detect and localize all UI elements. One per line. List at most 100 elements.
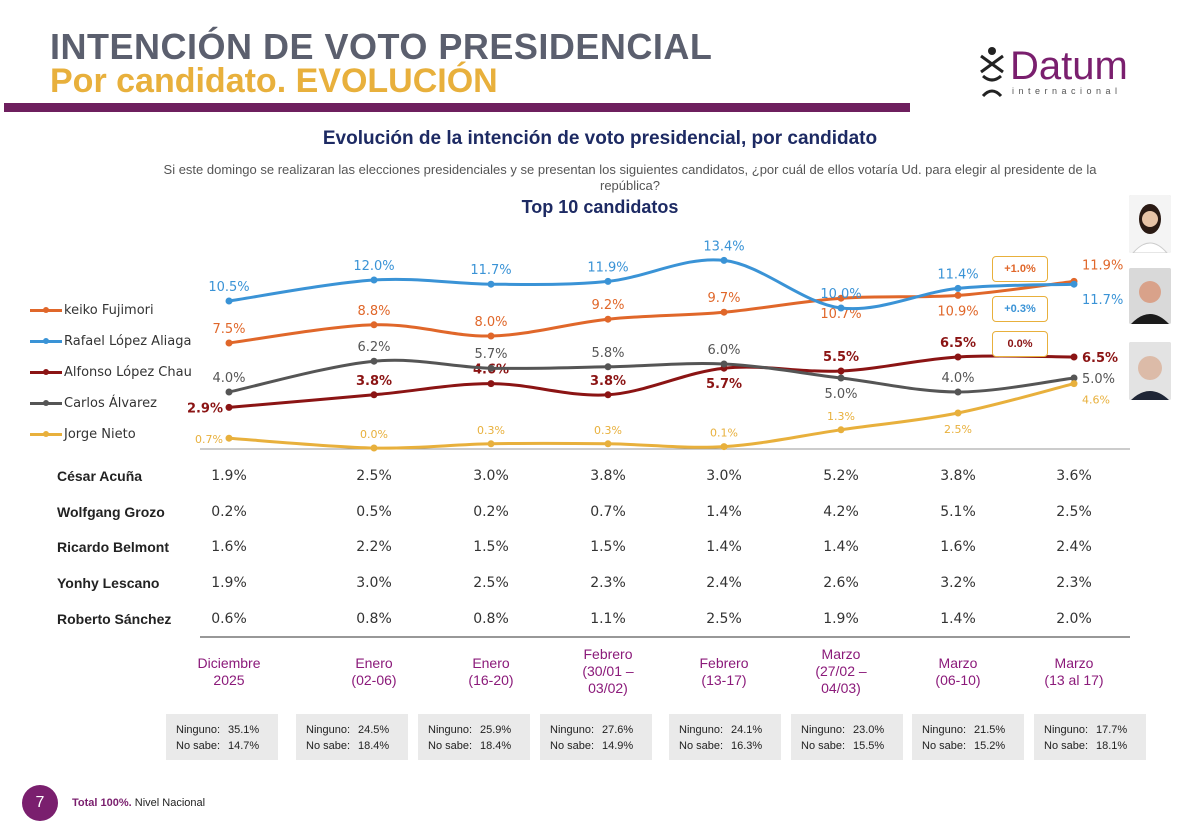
- data-label: 0.1%: [710, 427, 738, 440]
- ninguno-nosabe-box: Ninguno: 27.6% No sabe: 14.9%: [540, 714, 652, 760]
- data-label: 10.5%: [208, 280, 249, 295]
- legend-swatch: [30, 431, 62, 437]
- data-point: [370, 276, 378, 284]
- table-cell: 3.2%: [940, 575, 976, 591]
- ninguno-label: Ninguno:: [801, 724, 846, 736]
- ninguno-label: Ninguno:: [428, 724, 473, 736]
- data-label: 7.5%: [212, 322, 245, 337]
- table-cell: 1.6%: [940, 539, 976, 555]
- table-row-name: Yonhy Lescano: [57, 575, 160, 591]
- table-cell: 1.5%: [473, 539, 509, 555]
- table-cell: 0.6%: [211, 611, 247, 627]
- table-cell: 3.0%: [473, 468, 509, 484]
- data-point: [225, 297, 233, 305]
- table-cell: 5.1%: [940, 504, 976, 520]
- data-point: [720, 308, 728, 316]
- data-point: [604, 277, 612, 285]
- data-point: [487, 332, 495, 340]
- x-axis-label: Diciembre 2025: [174, 655, 284, 689]
- data-label: 13.4%: [703, 239, 744, 254]
- table-cell: 2.4%: [706, 575, 742, 591]
- table-cell: 3.0%: [706, 468, 742, 484]
- x-axis-label-line: Marzo: [938, 655, 978, 671]
- x-axis-label-line: Diciembre: [197, 655, 261, 671]
- x-axis-label-line: Enero: [355, 655, 393, 671]
- data-label: 0.3%: [594, 424, 622, 437]
- ninguno-nosabe-box: Ninguno: 23.0% No sabe: 15.5%: [791, 714, 903, 760]
- x-axis-label-line: (06-10): [935, 672, 981, 688]
- ninguno-value: 21.5%: [974, 724, 1006, 736]
- data-point: [370, 391, 378, 399]
- ninguno-value: 35.1%: [228, 724, 260, 736]
- ninguno-nosabe-box: Ninguno: 24.1% No sabe: 16.3%: [669, 714, 781, 760]
- data-point: [1070, 374, 1078, 382]
- table-cell: 0.2%: [473, 504, 509, 520]
- ninguno-nosabe-box: Ninguno: 21.5% No sabe: 15.2%: [912, 714, 1024, 760]
- data-point: [370, 321, 378, 329]
- data-point: [954, 388, 962, 396]
- ninguno-label: Ninguno:: [679, 724, 724, 736]
- data-point: [225, 403, 233, 411]
- table-row-name: César Acuña: [57, 468, 143, 484]
- legend-swatch: [30, 400, 62, 406]
- data-point: [1070, 380, 1078, 388]
- data-label: 0.0%: [360, 428, 388, 441]
- table-cell: 1.1%: [590, 611, 626, 627]
- logo-tagline: internacional: [1012, 86, 1122, 96]
- data-label: 3.8%: [356, 374, 392, 389]
- table-cell: 1.4%: [823, 539, 859, 555]
- table-cell: 4.2%: [823, 504, 859, 520]
- nosabe-value: 14.7%: [228, 740, 260, 752]
- legend-swatch: [30, 307, 62, 313]
- table-cell: 1.4%: [706, 539, 742, 555]
- data-point: [837, 294, 845, 302]
- table-cell: 2.5%: [1056, 504, 1092, 520]
- table-cell: 3.0%: [356, 575, 392, 591]
- legend-swatch: [30, 369, 62, 375]
- x-axis-label: Enero (02-06): [319, 655, 429, 689]
- data-point: [370, 357, 378, 365]
- x-axis-label: Marzo (13 al 17): [1019, 655, 1129, 689]
- nosabe-value: 18.1%: [1096, 740, 1128, 752]
- data-label: 10.7%: [820, 307, 861, 322]
- legend-item-jorge-nieto: Jorge Nieto: [30, 427, 136, 442]
- table-cell: 0.7%: [590, 504, 626, 520]
- x-axis-label-line: (02-06): [351, 672, 397, 688]
- data-label: 5.7%: [474, 347, 507, 362]
- legend-item-rafael-lopez-aliaga: Rafael López Aliaga: [30, 334, 191, 349]
- x-axis-label-line: Febrero: [583, 646, 633, 662]
- x-axis-label-line: Marzo: [1054, 655, 1094, 671]
- data-point: [604, 315, 612, 323]
- footer-note: Total 100%. Nivel Nacional: [72, 797, 205, 809]
- table-cell: 3.6%: [1056, 468, 1092, 484]
- table-cell: 2.5%: [473, 575, 509, 591]
- nosabe-value: 18.4%: [358, 740, 390, 752]
- data-point: [487, 280, 495, 288]
- nosabe-value: 15.5%: [853, 740, 885, 752]
- ninguno-nosabe-box: Ninguno: 17.7% No sabe: 18.1%: [1034, 714, 1146, 760]
- data-point: [720, 256, 728, 264]
- legend-item-alfonso-lopez-chau: Alfonso López Chau: [30, 365, 192, 380]
- data-point: [720, 443, 728, 451]
- nosabe-label: No sabe:: [428, 740, 473, 752]
- data-label: 6.2%: [357, 340, 390, 355]
- data-point: [225, 388, 233, 396]
- ninguno-label: Ninguno:: [550, 724, 595, 736]
- nosabe-label: No sabe:: [176, 740, 221, 752]
- legend-label: Alfonso López Chau: [64, 365, 192, 380]
- candidate-photo-alfonso-lopez-chau: [1129, 342, 1171, 400]
- data-point: [487, 380, 495, 388]
- ninguno-value: 24.1%: [731, 724, 763, 736]
- x-axis-label-line: (13 al 17): [1044, 672, 1104, 688]
- legend-label: keiko Fujimori: [64, 303, 154, 318]
- ninguno-label: Ninguno:: [306, 724, 351, 736]
- data-point: [487, 364, 495, 372]
- nosabe-label: No sabe:: [801, 740, 846, 752]
- ninguno-nosabe-box: Ninguno: 35.1% No sabe: 14.7%: [166, 714, 278, 760]
- table-row-name: Wolfgang Grozo: [57, 504, 165, 520]
- candidate-photo-keiko-fujimori: [1129, 195, 1171, 253]
- data-label: 1.3%: [827, 410, 855, 423]
- data-label: 10.9%: [937, 304, 978, 319]
- x-axis-label-line: Febrero: [699, 655, 749, 671]
